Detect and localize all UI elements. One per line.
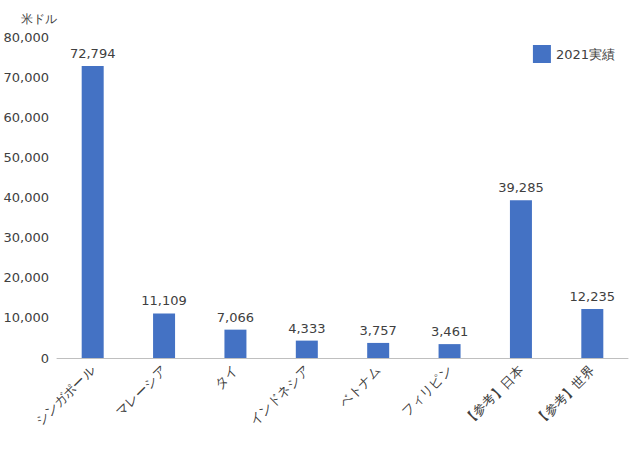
svg-text:7,066: 7,066 (217, 310, 254, 325)
svg-text:80,000: 80,000 (4, 30, 50, 45)
svg-text:40,000: 40,000 (4, 190, 50, 205)
svg-text:20,000: 20,000 (4, 270, 50, 285)
svg-text:60,000: 60,000 (4, 110, 50, 125)
svg-text:11,109: 11,109 (141, 293, 187, 308)
svg-text:39,285: 39,285 (498, 180, 544, 195)
svg-text:70,000: 70,000 (4, 70, 50, 85)
svg-text:30,000: 30,000 (4, 230, 50, 245)
svg-text:12,235: 12,235 (570, 289, 616, 304)
svg-text:3,461: 3,461 (431, 324, 468, 339)
svg-text:72,794: 72,794 (70, 46, 116, 61)
svg-text:タイ: タイ (212, 363, 241, 392)
svg-text:シンガポール: シンガポール (32, 363, 98, 429)
svg-text:【参考】世界: 【参考】世界 (532, 363, 598, 429)
svg-text:2021実績: 2021実績 (556, 47, 615, 62)
svg-text:米ドル: 米ドル (21, 12, 57, 26)
svg-text:ベトナム: ベトナム (336, 363, 383, 410)
svg-text:0: 0 (41, 351, 49, 366)
svg-text:【参考】日本: 【参考】日本 (460, 363, 526, 429)
svg-text:4,333: 4,333 (288, 321, 325, 336)
svg-text:50,000: 50,000 (4, 150, 50, 165)
svg-text:インドネシア: インドネシア (246, 363, 312, 429)
svg-text:マレーシア: マレーシア (113, 363, 170, 420)
svg-text:10,000: 10,000 (4, 310, 50, 325)
svg-text:3,757: 3,757 (360, 323, 397, 338)
svg-text:フィリピン: フィリピン (398, 363, 455, 420)
